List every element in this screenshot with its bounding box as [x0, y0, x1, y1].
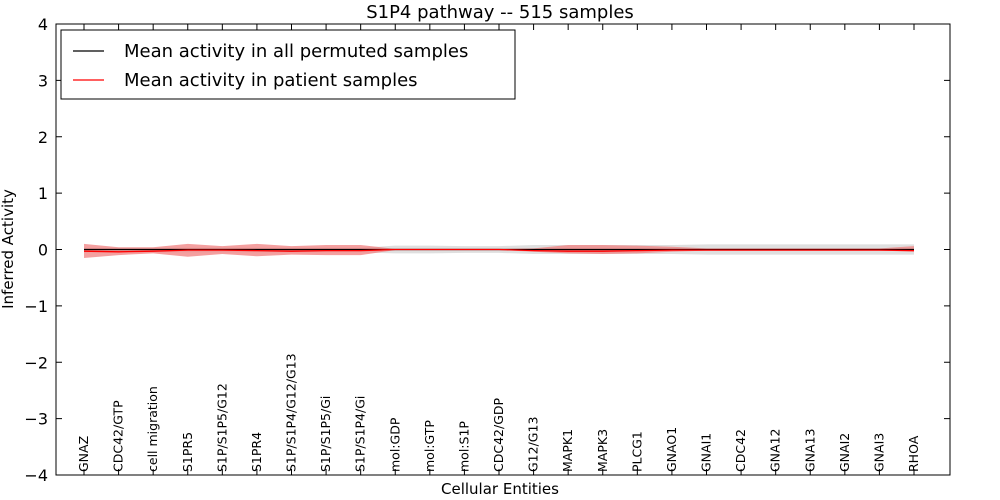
y-tick-label: 1 [38, 184, 48, 203]
legend-label-permuted: Mean activity in all permuted samples [124, 41, 468, 62]
x-tick-label: CDC42/GDP [491, 397, 506, 472]
x-tick-label: GNAI3 [871, 433, 886, 472]
y-axis-label: Inferred Activity [0, 189, 17, 309]
y-tick-label: 3 [38, 71, 48, 90]
x-tick-label: CDC42/GTP [111, 400, 126, 472]
x-tick-label: GNAZ [76, 436, 91, 472]
x-tick-label: S1P/S1P4/Gi [353, 396, 368, 472]
y-tick-label: −3 [24, 410, 48, 429]
confidence-band-patient [84, 243, 914, 258]
y-tick-label: 2 [38, 128, 48, 147]
x-tick-label: MAPK1 [560, 429, 575, 472]
series-lines [83, 248, 915, 253]
y-tick-label: −4 [24, 466, 48, 485]
y-tick-label: −2 [24, 353, 48, 372]
x-tick-label: RHOA [906, 435, 921, 472]
x-tick-label: MAPK3 [595, 429, 610, 472]
x-tick-label: mol:GDP [387, 417, 402, 472]
x-tick-label: S1P/S1P5/G12 [214, 383, 229, 472]
x-tick-label: S1P/S1P4/G12/G13 [284, 353, 299, 472]
y-tick-label: −1 [24, 297, 48, 316]
x-tick-label: GNAI1 [699, 433, 714, 472]
y-tick-label: 0 [38, 241, 48, 260]
x-axis-label: Cellular Entities [441, 480, 559, 498]
x-tick-label: S1P/S1P5/Gi [318, 396, 333, 472]
x-tick-label: GNA13 [802, 429, 817, 473]
x-tick-label: mol:S1P [456, 421, 471, 472]
x-tick-label: cell migration [145, 386, 160, 472]
legend: Mean activity in all permuted samples Me… [60, 29, 516, 100]
x-tick-label: S1PR4 [249, 432, 264, 472]
series-line-patient [83, 248, 915, 253]
legend-box [60, 29, 516, 100]
x-tick-label: GNAO1 [664, 427, 679, 472]
y-tick-label: 4 [38, 15, 48, 34]
x-tick-label: G12/G13 [526, 417, 541, 472]
x-tick-label: S1PR5 [180, 432, 195, 472]
x-tick-label: PLCG1 [629, 431, 644, 472]
legend-label-patient: Mean activity in patient samples [124, 70, 418, 91]
y-axis: 4 3 2 1 0 −1 −2 −3 −4 [24, 15, 950, 485]
x-axis: GNAZ CDC42/GTP cell migration S1PR5 S1P/S1P5… [76, 24, 921, 475]
x-tick-label: mol:GTP [422, 420, 437, 472]
x-tick-label: CDC42 [733, 429, 748, 472]
x-tick-label: GNA12 [768, 429, 783, 473]
x-tick-label: GNAI2 [837, 433, 852, 472]
chart-title: S1P4 pathway -- 515 samples [366, 2, 634, 23]
